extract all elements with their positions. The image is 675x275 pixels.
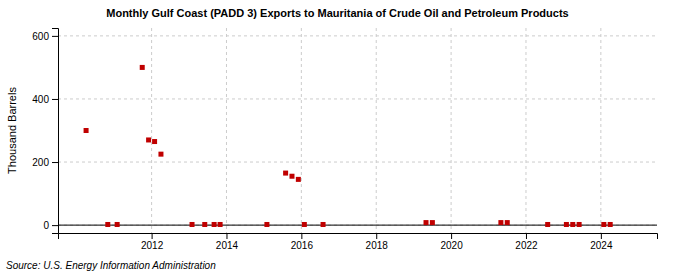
point xyxy=(115,222,120,227)
y-tick-mark xyxy=(52,162,58,163)
x-tick-label: 2016 xyxy=(291,240,314,251)
x-grid-line xyxy=(600,28,601,233)
y-tick-label: 600 xyxy=(32,31,49,42)
point xyxy=(84,128,89,133)
point xyxy=(264,222,269,227)
point xyxy=(564,222,569,227)
point xyxy=(202,222,207,227)
x-tick-mark xyxy=(451,233,452,239)
point xyxy=(152,139,157,144)
x-tick-label: 2022 xyxy=(515,240,538,251)
x-tick-label: 2020 xyxy=(440,240,463,251)
point xyxy=(190,222,195,227)
y-tick: 600 xyxy=(32,31,58,42)
x-tick-label: 2024 xyxy=(590,240,613,251)
point xyxy=(158,152,163,157)
x-tick-label: 2014 xyxy=(216,240,239,251)
x-tick-mark xyxy=(376,233,377,239)
x-grid-line xyxy=(301,28,302,233)
x-grid-line xyxy=(151,28,152,233)
y-grid-line xyxy=(58,162,657,163)
y-axis: 0 200 400 600 xyxy=(32,29,58,234)
point xyxy=(498,220,503,225)
x-tick-mark xyxy=(526,233,527,239)
x-tick: 2014 xyxy=(216,233,239,251)
point xyxy=(608,222,613,227)
y-tick-label: 0 xyxy=(43,220,49,231)
x-tick: 2018 xyxy=(366,233,389,251)
y-tick-label: 200 xyxy=(32,157,49,168)
point xyxy=(505,220,510,225)
plot: 2012 2014 2016 2018 2020 2022 2024 0 200 400 600 xyxy=(32,28,657,251)
point xyxy=(146,137,151,142)
x-tick-label: 2018 xyxy=(366,240,389,251)
y-axis-title: Thousand Barrels xyxy=(6,87,18,174)
point xyxy=(545,222,550,227)
point xyxy=(424,220,429,225)
x-tick-mark xyxy=(301,233,302,239)
x-tick: 2020 xyxy=(440,233,463,251)
point xyxy=(105,222,110,227)
chart-svg: 2012 2014 2016 2018 2020 2022 2024 0 200 400 600 Mo… xyxy=(0,0,675,275)
point xyxy=(212,222,217,227)
x-tick: 2022 xyxy=(515,233,538,251)
point xyxy=(283,171,288,176)
grid xyxy=(58,28,657,233)
x-grid-line xyxy=(525,28,526,233)
x-grid-line xyxy=(226,28,227,233)
chart-container: 2012 2014 2016 2018 2020 2022 2024 0 200 400 600 Mo… xyxy=(0,0,675,275)
x-tick: 2024 xyxy=(590,233,613,251)
x-axis-line xyxy=(59,234,658,240)
x-tick: 2016 xyxy=(291,233,314,251)
point xyxy=(601,222,606,227)
x-grid-line xyxy=(451,28,452,233)
y-tick-mark xyxy=(52,225,58,226)
y-grid-line xyxy=(58,98,657,99)
source-note: Source: U.S. Energy Information Administ… xyxy=(6,260,216,271)
point xyxy=(321,222,326,227)
point xyxy=(430,220,435,225)
point xyxy=(140,65,145,70)
point xyxy=(577,222,582,227)
x-grid-line xyxy=(376,28,377,233)
y-axis-line xyxy=(52,29,59,234)
y-grid-line xyxy=(58,35,657,36)
point xyxy=(570,222,575,227)
y-tick-label: 400 xyxy=(32,94,49,105)
y-tick: 400 xyxy=(32,94,58,105)
point xyxy=(296,177,301,182)
y-tick: 200 xyxy=(32,157,58,168)
point xyxy=(218,222,223,227)
x-axis: 2012 2014 2016 2018 2020 2022 2024 xyxy=(59,233,658,251)
point xyxy=(289,174,294,179)
y-tick-mark xyxy=(52,99,58,100)
x-tick-label: 2012 xyxy=(141,240,164,251)
y-tick-mark xyxy=(52,36,58,37)
point xyxy=(302,222,307,227)
points xyxy=(84,65,613,227)
y-tick: 0 xyxy=(43,220,58,231)
title: Monthly Gulf Coast (PADD 3) Exports to M… xyxy=(106,7,568,19)
x-tick: 2012 xyxy=(141,233,164,251)
x-tick-mark xyxy=(226,233,227,239)
x-tick-mark xyxy=(152,233,153,239)
x-tick-mark xyxy=(601,233,602,239)
